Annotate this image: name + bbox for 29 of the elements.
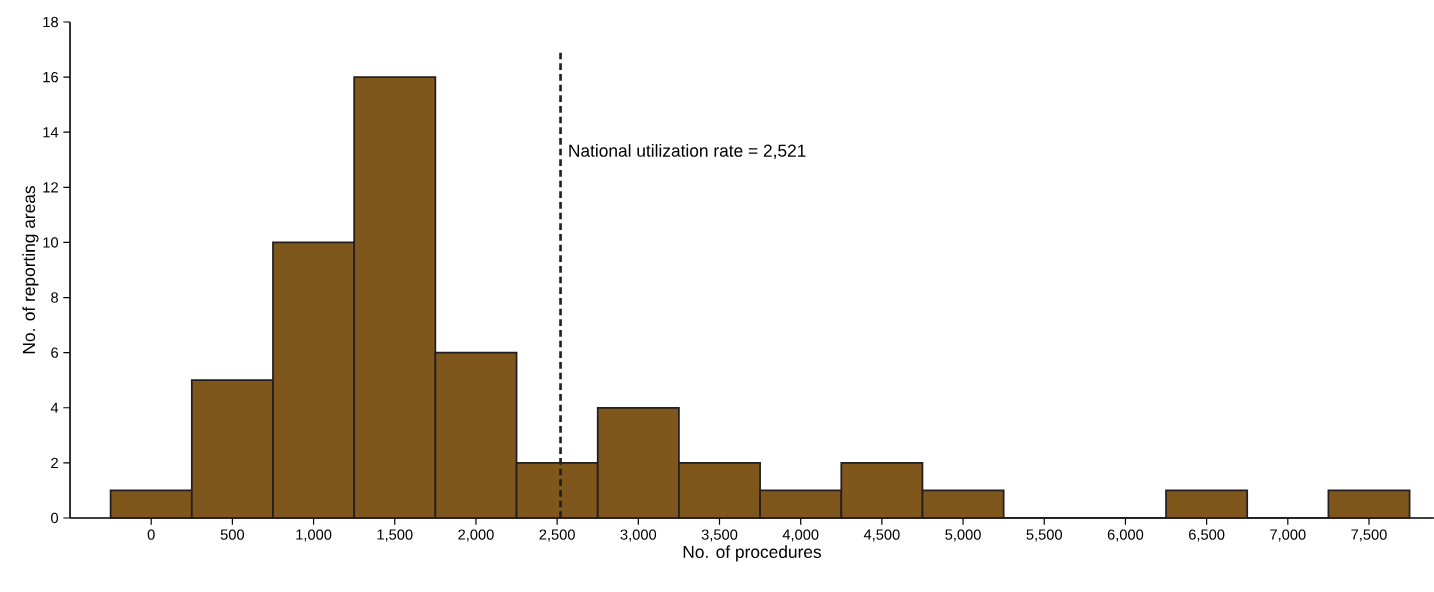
y-tick-label: 2: [51, 457, 58, 468]
x-tick-label: 6,500: [1189, 529, 1225, 542]
x-tick-label: 3,500: [701, 529, 738, 542]
y-tick-label: 12: [43, 182, 58, 193]
x-tick-label: 500: [220, 529, 245, 540]
x-tick-label: 7,500: [1351, 529, 1387, 542]
x-tick-label: 1,500: [377, 529, 413, 542]
x-tick-label: 2,000: [458, 529, 494, 542]
x-tick-label: 1,000: [296, 529, 332, 542]
x-tick-label: 6,000: [1107, 529, 1144, 542]
x-tick-label: 4,500: [863, 529, 900, 542]
y-axis-title: No. of reporting areas: [22, 186, 39, 354]
x-tick-label: 2,500: [539, 529, 575, 542]
x-tick-label: 5,500: [1026, 529, 1063, 542]
y-tick-label: 18: [43, 16, 58, 28]
y-tick-label: 8: [51, 292, 58, 303]
y-tick-label: 6: [51, 347, 58, 358]
y-tick-label: 16: [43, 71, 58, 83]
x-tick-label: 5,000: [945, 529, 981, 542]
x-tick-label: 3,000: [620, 529, 657, 542]
x-tick-label: 4,000: [782, 529, 819, 542]
y-tick-label: 0: [51, 512, 59, 524]
y-tick-label: 10: [43, 237, 59, 248]
ref-line-label: National utilization rate = 2,521: [569, 144, 806, 159]
y-tick-label: 4: [50, 402, 59, 413]
x-tick-label: 7,000: [1270, 529, 1306, 542]
x-tick-label: 0: [147, 529, 155, 540]
x-axis-title: No. of procedures: [683, 545, 822, 562]
y-tick-label: 14: [43, 127, 59, 138]
